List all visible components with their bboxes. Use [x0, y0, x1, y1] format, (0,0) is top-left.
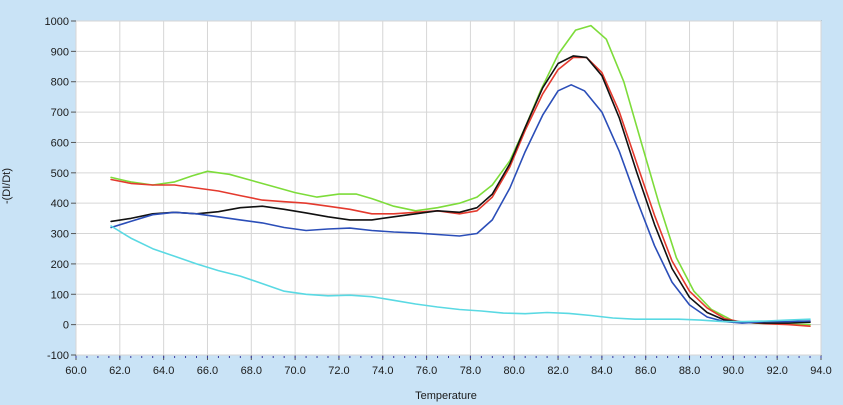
- x-tick-label: 80.0: [504, 365, 525, 377]
- series-line-5: [110, 225, 811, 323]
- y-tick-label: 600: [51, 137, 69, 149]
- y-tick-label: 1000: [45, 16, 69, 28]
- x-minor-ticks: [75, 356, 822, 358]
- x-tick-label: 94.0: [810, 365, 831, 377]
- y-tick-label: 500: [51, 168, 69, 180]
- x-tick-label: 72.0: [328, 365, 349, 377]
- x-tick-label: 64.0: [153, 365, 174, 377]
- x-axis-title: Temperature: [415, 390, 477, 402]
- x-tick-label: 62.0: [109, 365, 130, 377]
- x-tick-label: 92.0: [766, 365, 787, 377]
- x-tick-label: 88.0: [679, 365, 700, 377]
- y-axis-title: -(DI/Dt): [1, 168, 13, 204]
- grid-lines: [71, 20, 822, 360]
- x-tick-label: 76.0: [416, 365, 437, 377]
- y-tick-label: 900: [51, 46, 69, 58]
- y-tick-label: -100: [47, 350, 69, 362]
- x-tick-label: 68.0: [241, 365, 262, 377]
- series-line-1: [110, 24, 811, 326]
- series-lines: [110, 24, 811, 327]
- x-tick-labels: 60.0 62.0 64.0 66.0 68.0 70.0 72.0 74.0 76.0 78.0…: [65, 365, 831, 377]
- series-line-4: [110, 84, 811, 324]
- x-tick-label: 74.0: [372, 365, 393, 377]
- x-tick-label: 84.0: [591, 365, 612, 377]
- y-tick-label: 200: [51, 259, 69, 271]
- y-tick-label: 700: [51, 107, 69, 119]
- y-tick-label: 800: [51, 77, 69, 89]
- series-line-2: [110, 56, 811, 327]
- x-tick-label: 66.0: [197, 365, 218, 377]
- plot-area: [75, 20, 822, 356]
- x-tick-label: 82.0: [547, 365, 568, 377]
- x-tick-label: 90.0: [723, 365, 744, 377]
- x-tick-label: 60.0: [65, 365, 86, 377]
- x-tick-label: 78.0: [460, 365, 481, 377]
- y-tick-label: 300: [51, 229, 69, 241]
- y-tick-label: 0: [63, 320, 69, 332]
- x-tick-label: 70.0: [284, 365, 305, 377]
- series-line-3: [110, 55, 811, 324]
- y-tick-label: 100: [51, 289, 69, 301]
- y-tick-label: 400: [51, 198, 69, 210]
- x-tick-label: 86.0: [635, 365, 656, 377]
